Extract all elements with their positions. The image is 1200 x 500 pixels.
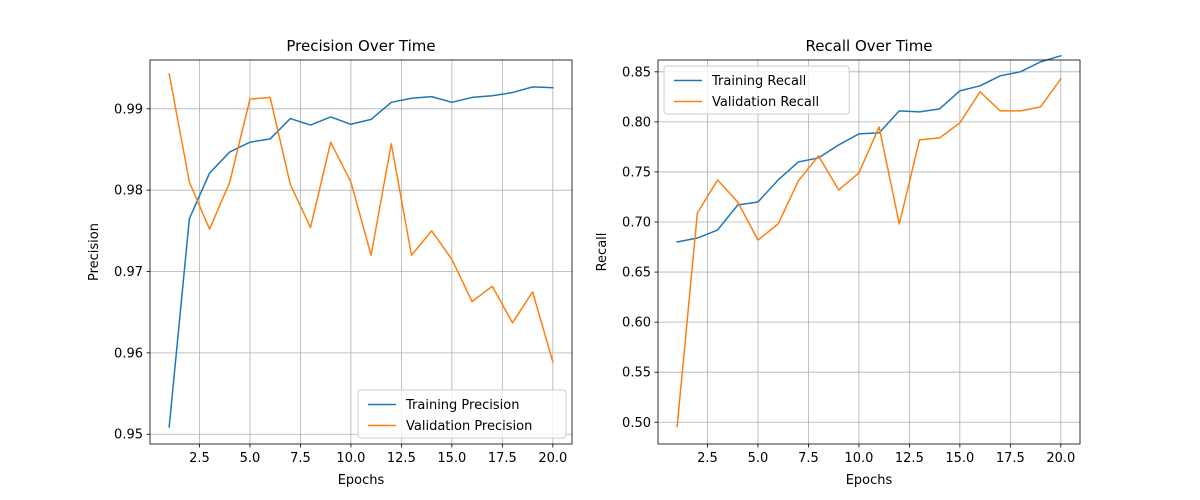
y-tick-label: 0.96 — [114, 346, 143, 361]
y-axis-label: Precision — [87, 223, 102, 281]
legend-label: Validation Precision — [406, 419, 532, 434]
chart-title: Recall Over Time — [805, 37, 932, 55]
y-tick-label: 0.85 — [622, 65, 651, 80]
legend-box — [357, 389, 567, 439]
chart-panel-0: 2.5 5.0 7.5 10.0 12.5 15.0 17.5 20.0 0.95 0.96 0.9… — [87, 37, 573, 488]
x-axis-label: Epochs — [846, 473, 893, 488]
y-tick-label: 0.60 — [622, 316, 651, 331]
legend: Training Precision Validation Precision — [357, 389, 567, 439]
x-axis-label: Epochs — [338, 473, 385, 488]
plot-frame — [657, 59, 1081, 445]
y-tick-label: 0.98 — [114, 184, 143, 199]
x-tick-label: 7.5 — [798, 451, 819, 466]
y-tick-label: 0.50 — [622, 416, 651, 431]
chart-title: Precision Over Time — [286, 37, 435, 55]
x-tick-label: 15.0 — [437, 451, 466, 466]
x-tick-label: 7.5 — [290, 451, 311, 466]
x-tick-label: 5.0 — [240, 451, 261, 466]
y-tick-label: 0.70 — [622, 216, 651, 231]
chart-panel-1: 2.5 5.0 7.5 10.0 12.5 15.0 17.5 20.0 0.50 0.55 0.6… — [595, 37, 1081, 488]
series-line-validation-precision — [168, 72, 554, 363]
series-line-training-recall — [676, 54, 1062, 243]
y-tick-label: 0.80 — [622, 115, 651, 130]
x-tick-label: 12.5 — [895, 451, 924, 466]
x-tick-label: 2.5 — [697, 451, 718, 466]
x-tick-label: 17.5 — [996, 451, 1025, 466]
x-tick-label: 15.0 — [945, 451, 974, 466]
series-line-validation-recall — [676, 77, 1062, 428]
y-tick-label: 0.55 — [622, 366, 651, 381]
y-tick-label: 0.99 — [114, 102, 143, 117]
y-tick-label: 0.95 — [114, 428, 143, 443]
x-tick-label: 17.5 — [488, 451, 517, 466]
x-tick-label: 2.5 — [189, 451, 210, 466]
legend-label: Training Recall — [711, 74, 806, 89]
x-tick-label: 20.0 — [1046, 451, 1075, 466]
legend-label: Training Precision — [405, 398, 519, 413]
x-tick-label: 20.0 — [538, 451, 567, 466]
legend-label: Validation Recall — [712, 95, 819, 110]
y-tick-label: 0.97 — [114, 265, 143, 280]
x-tick-label: 10.0 — [336, 451, 365, 466]
plot-frame — [149, 59, 573, 445]
x-tick-label: 12.5 — [387, 451, 416, 466]
y-tick-label: 0.65 — [622, 266, 651, 281]
y-axis-label: Recall — [595, 233, 610, 272]
x-tick-label: 5.0 — [748, 451, 769, 466]
legend: Training Recall Validation Recall — [663, 65, 850, 115]
x-tick-label: 10.0 — [844, 451, 873, 466]
series-line-training-precision — [168, 86, 554, 428]
y-tick-label: 0.75 — [622, 165, 651, 180]
legend-box — [663, 65, 850, 115]
